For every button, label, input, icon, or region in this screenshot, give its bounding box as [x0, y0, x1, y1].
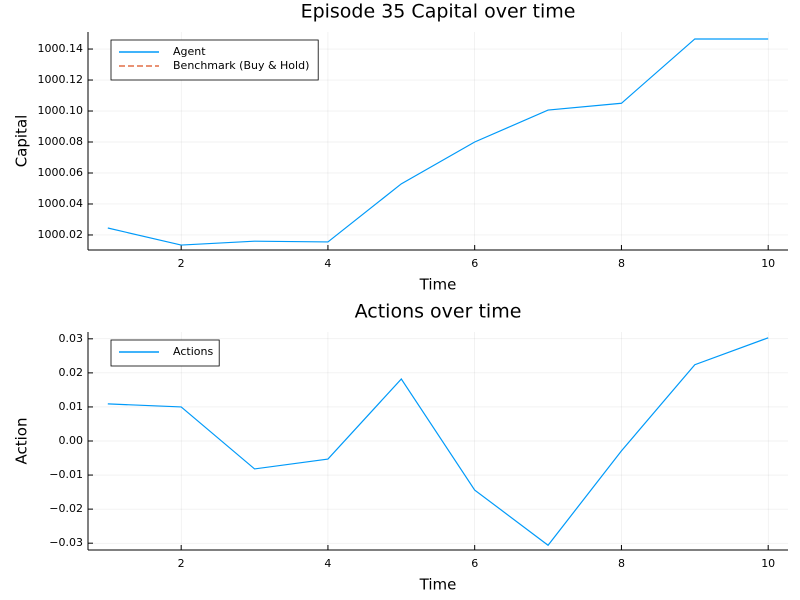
legend: Actions: [110, 339, 220, 367]
legend-box: [110, 39, 319, 81]
y-tick-label: 0.00: [59, 434, 84, 447]
x-axis-label: Time: [419, 276, 457, 294]
y-axis-label: Action: [13, 418, 31, 465]
y-tick-label: −0.03: [49, 536, 83, 549]
chart-title: Episode 35 Capital over time: [301, 1, 576, 23]
y-tick-label: −0.02: [49, 502, 83, 515]
x-tick-label: 8: [618, 557, 625, 570]
legend-box: [110, 339, 220, 367]
data-line: [107, 337, 769, 547]
y-tick-label: 0.02: [59, 366, 84, 379]
x-tick-label: 10: [761, 557, 775, 570]
y-tick-label: 1000.02: [38, 228, 84, 241]
x-tick-label: 4: [324, 257, 331, 270]
y-tick-label: 1000.14: [38, 42, 84, 55]
y-tick-label: 1000.06: [38, 166, 84, 179]
y-tick-label: 0.01: [59, 400, 84, 413]
x-axis-label: Time: [419, 576, 457, 594]
y-axis-label: Capital: [13, 115, 31, 168]
y-tick-label: 1000.10: [38, 104, 84, 117]
x-tick-label: 2: [178, 557, 185, 570]
x-tick-label: 4: [324, 557, 331, 570]
legend-label: Agent: [173, 45, 206, 58]
chart-title: Actions over time: [355, 301, 522, 323]
legend-label: Actions: [173, 345, 213, 358]
y-tick-label: 1000.12: [38, 73, 84, 86]
x-tick-label: 6: [471, 557, 478, 570]
data-line: [107, 38, 769, 246]
x-tick-label: 8: [618, 257, 625, 270]
legend-label: Benchmark (Buy & Hold): [173, 59, 309, 72]
y-tick-label: −0.01: [49, 468, 83, 481]
y-tick-label: 0.03: [59, 332, 84, 345]
x-tick-label: 2: [178, 257, 185, 270]
x-tick-label: 6: [471, 257, 478, 270]
x-tick-label: 10: [761, 257, 775, 270]
y-tick-label: 1000.08: [38, 135, 84, 148]
y-tick-label: 1000.04: [38, 197, 84, 210]
